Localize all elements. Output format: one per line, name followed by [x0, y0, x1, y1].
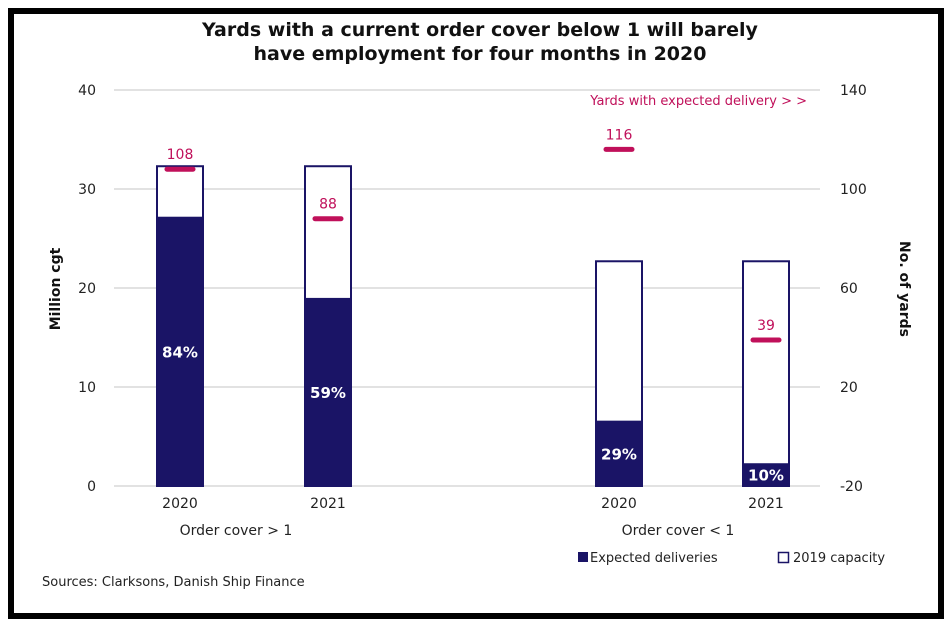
chart-frame: Yards with a current order cover below 1…: [8, 8, 944, 619]
legend-label-2019-capacity: 2019 capacity: [793, 551, 885, 566]
category-label-3: 2021: [748, 496, 784, 512]
yards-label-3: 39: [757, 318, 775, 334]
yards-label-1: 88: [319, 197, 337, 213]
y-tick-label-0: 0: [87, 479, 96, 495]
y2-tick-label-3: 100: [840, 182, 867, 198]
y2-tick-label-0: -20: [840, 479, 863, 495]
category-labels: 2020 2021 2020 2021: [162, 496, 784, 512]
y-tick-label-2: 20: [78, 281, 96, 297]
source-note: Sources: Clarksons, Danish Ship Finance: [42, 575, 305, 590]
y2-axis-label: No. of yards: [896, 241, 912, 337]
right-axis-ticks: -20 20 60 100 140: [840, 83, 867, 495]
y2-tick-label-1: 20: [840, 380, 858, 396]
left-axis-ticks: 0 10 20 30 40: [78, 83, 96, 495]
y2-tick-label-4: 140: [840, 83, 867, 99]
y-tick-label-3: 30: [78, 182, 96, 198]
bar-chart: Yards with a current order cover below 1…: [42, 19, 912, 590]
y-tick-label-4: 40: [78, 83, 96, 99]
chart-title: Yards with a current order cover below 1…: [201, 19, 759, 65]
chart-title-line-2: have employment for four months in 2020: [254, 43, 707, 65]
share-label-2: 29%: [601, 445, 637, 463]
y2-tick-label-2: 60: [840, 281, 858, 297]
yard-markers: 108 88 116 39: [164, 127, 782, 343]
bars: 84% 59% 29% 10%: [156, 165, 790, 487]
share-label-3: 10%: [748, 467, 784, 485]
deliveries-bar-2: [596, 420, 642, 486]
deliveries-bar-1: [305, 297, 351, 486]
group-label-order-cover-above-1: Order cover > 1: [180, 523, 293, 539]
capacity-bar-3: [742, 260, 790, 487]
legend-label-expected-deliveries: Expected deliveries: [590, 551, 718, 566]
share-label-1: 59%: [310, 384, 346, 402]
category-label-1: 2021: [310, 496, 346, 512]
deliveries-bar-3: [743, 463, 789, 486]
legend: Expected deliveries 2019 capacity: [578, 551, 885, 566]
legend-swatch-expected-deliveries: [578, 552, 588, 562]
gridlines: [114, 89, 820, 487]
share-label-0: 84%: [162, 343, 198, 361]
group-label-order-cover-below-1: Order cover < 1: [622, 523, 735, 539]
legend-swatch-2019-capacity: [777, 551, 790, 564]
chart-title-line-1: Yards with a current order cover below 1…: [201, 19, 759, 41]
yards-annotation: Yards with expected delivery > >: [589, 94, 807, 109]
category-label-0: 2020: [162, 496, 198, 512]
y-axis-label: Million cgt: [48, 247, 64, 330]
y-tick-label-1: 10: [78, 380, 96, 396]
yards-label-2: 116: [606, 127, 633, 143]
deliveries-bar-0: [157, 216, 203, 486]
category-label-2: 2020: [601, 496, 637, 512]
yards-label-0: 108: [167, 147, 194, 163]
